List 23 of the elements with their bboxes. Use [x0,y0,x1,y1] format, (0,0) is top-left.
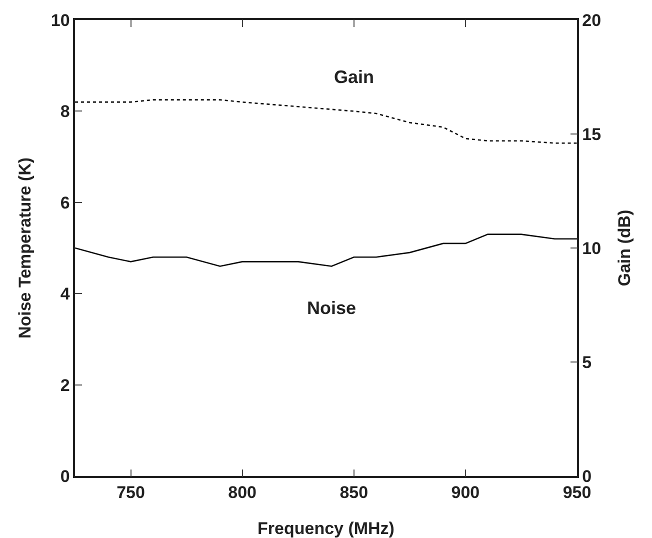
y-tick-label: 2 [60,376,70,395]
x-tick-label: 900 [451,483,480,502]
y-tick-label: 10 [50,10,70,30]
y-tick-label: 6 [60,193,70,212]
x-tick-label: 950 [562,483,592,502]
x-tick-label: 850 [340,483,368,502]
x-axis-title: Frequency (MHz) [258,519,394,538]
y2-axis-title: Gain (dB) [615,210,634,286]
x-tick-label: 750 [116,483,145,502]
y2-tick-label: 15 [582,124,602,144]
line-series [75,99,577,144]
y-tick-label: 8 [60,102,70,122]
y2-tick-label: 5 [582,352,592,372]
y2-tick-label: 20 [582,10,602,30]
y-tick-label: 0 [60,466,70,486]
series-label: Gain [334,67,374,87]
y-axis-title: Noise Temperature (K) [16,157,34,339]
series-label: Noise [307,298,356,318]
y2-tick-label: 0 [582,466,592,486]
x-tick-label: 800 [228,483,257,502]
y2-tick-label: 10 [582,238,602,258]
line-series [75,234,577,267]
y-tick-label: 4 [60,284,70,304]
